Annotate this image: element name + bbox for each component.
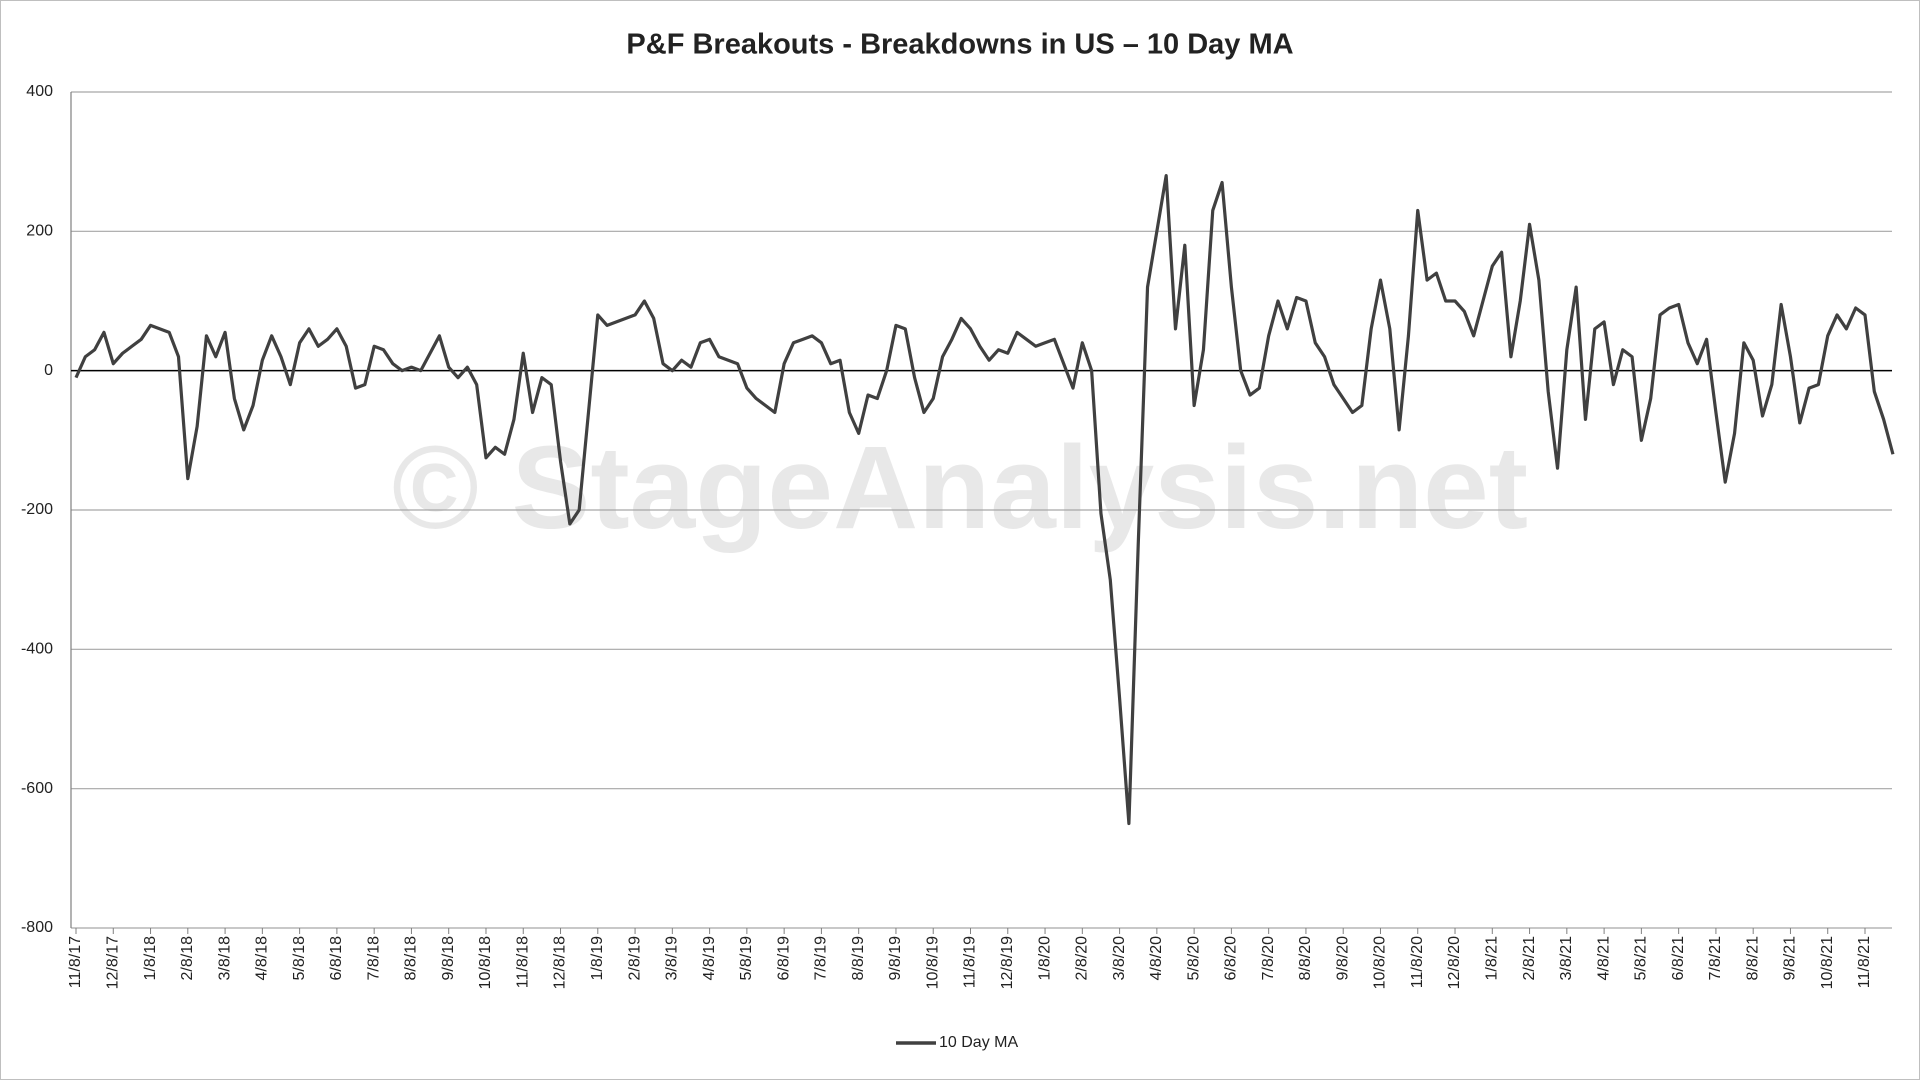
x-tick-label: 2/8/19 [626, 936, 643, 981]
x-tick-label: 10/8/18 [477, 936, 494, 989]
x-tick-label: 7/8/19 [813, 936, 830, 981]
x-tick-label: 5/8/20 [1185, 936, 1202, 981]
x-tick-label: 11/8/21 [1856, 936, 1873, 988]
x-tick-label: 7/8/21 [1707, 936, 1724, 981]
x-tick-label: 3/8/18 [216, 936, 233, 981]
x-tick-label: 11/8/20 [1409, 936, 1426, 988]
x-tick-label: 7/8/18 [365, 936, 382, 981]
x-tick-label: 3/8/20 [1111, 936, 1128, 981]
x-tick-label: 11/8/19 [962, 936, 979, 988]
x-tick-label: 5/8/21 [1633, 936, 1650, 981]
x-tick-label: 9/8/19 [887, 936, 904, 981]
line-series [74, 174, 1895, 826]
chart-title: P&F Breakouts - Breakdowns in US – 10 Da… [626, 29, 1293, 61]
x-tick-label: 5/8/18 [291, 936, 308, 981]
x-tick-label: 4/8/21 [1595, 936, 1612, 981]
x-tick-label: 9/8/20 [1334, 936, 1351, 981]
x-tick-label: 4/8/18 [254, 936, 271, 981]
y-tick-label: 0 [44, 362, 53, 379]
y-tick-label: 200 [26, 223, 53, 240]
x-tick-label: 9/8/21 [1782, 936, 1799, 981]
x-tick-label: 8/8/18 [403, 936, 420, 981]
x-tick-label: 2/8/20 [1074, 936, 1091, 981]
x-tick-label: 6/8/19 [775, 936, 792, 981]
x-tick-label: 1/8/18 [142, 936, 159, 981]
x-tick-label: 7/8/20 [1260, 936, 1277, 981]
x-tick-label: 8/8/21 [1744, 936, 1761, 981]
y-tick-label: -600 [21, 780, 53, 797]
legend-label: 10 Day MA [939, 1034, 1018, 1051]
x-tick-label: 12/8/18 [552, 936, 569, 989]
y-tick-label: -800 [21, 919, 53, 936]
x-tick-label: 3/8/21 [1558, 936, 1575, 981]
x-tick-label: 2/8/21 [1521, 936, 1538, 981]
x-tick-label: 11/8/18 [514, 936, 531, 988]
x-tick-label: 2/8/18 [179, 936, 196, 981]
x-tick-label: 1/8/20 [1036, 936, 1053, 981]
x-tick-label: 8/8/19 [850, 936, 867, 981]
watermark: © StageAnalysis.net [392, 422, 1528, 554]
x-tick-label: 3/8/19 [664, 936, 681, 981]
x-tick-label: 10/8/20 [1372, 936, 1389, 989]
x-tick-label: 1/8/21 [1484, 936, 1501, 981]
y-tick-label: 400 [26, 83, 53, 100]
x-tick-label: 6/8/21 [1670, 936, 1687, 981]
x-tick-label: 5/8/19 [738, 936, 755, 981]
x-tick-label: 11/8/17 [67, 936, 84, 988]
x-tick-label: 6/8/18 [328, 936, 345, 981]
x-tick-label: 12/8/20 [1446, 936, 1463, 989]
x-tick-label: 4/8/19 [701, 936, 718, 981]
x-tick-label: 4/8/20 [1148, 936, 1165, 981]
x-tick-label: 12/8/19 [999, 936, 1016, 989]
y-tick-label: -400 [21, 641, 53, 658]
y-tick-label: -200 [21, 501, 53, 518]
x-tick-label: 10/8/19 [924, 936, 941, 989]
x-tick-label: 8/8/20 [1297, 936, 1314, 981]
x-tick-label: 1/8/19 [589, 936, 606, 981]
x-tick-label: 9/8/18 [440, 936, 457, 981]
x-tick-label: 6/8/20 [1223, 936, 1240, 981]
x-tick-label: 12/8/17 [104, 936, 121, 989]
x-tick-label: 10/8/21 [1819, 936, 1836, 989]
